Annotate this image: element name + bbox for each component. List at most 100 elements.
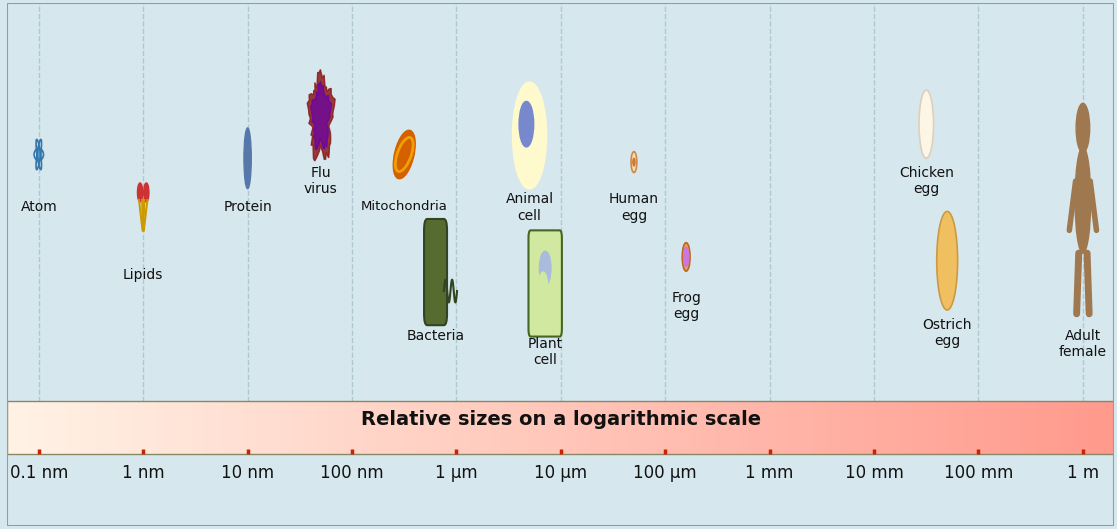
- Bar: [240, 401, 244, 454]
- Bar: [436, 401, 439, 454]
- Bar: [424, 401, 428, 454]
- Text: 10 mm: 10 mm: [844, 463, 904, 481]
- Bar: [900, 401, 904, 454]
- Bar: [269, 401, 273, 454]
- Bar: [723, 401, 727, 454]
- Bar: [306, 401, 311, 454]
- Circle shape: [633, 158, 634, 166]
- Bar: [388, 401, 391, 454]
- Bar: [668, 401, 671, 454]
- Bar: [838, 401, 841, 454]
- Text: Mitochondria: Mitochondria: [361, 200, 448, 213]
- Bar: [878, 401, 881, 454]
- Bar: [569, 401, 572, 454]
- Bar: [564, 401, 569, 454]
- Bar: [495, 401, 498, 454]
- Bar: [1056, 401, 1059, 454]
- Bar: [926, 401, 929, 454]
- Bar: [118, 401, 122, 454]
- Bar: [96, 401, 99, 454]
- Text: 100 mm: 100 mm: [944, 463, 1013, 481]
- Bar: [701, 401, 705, 454]
- Bar: [801, 401, 804, 454]
- Bar: [881, 401, 886, 454]
- Bar: [1088, 401, 1092, 454]
- Bar: [472, 401, 476, 454]
- Bar: [1059, 401, 1062, 454]
- Bar: [948, 401, 952, 454]
- Bar: [750, 401, 753, 454]
- Bar: [764, 401, 767, 454]
- Bar: [236, 401, 240, 454]
- Bar: [421, 401, 424, 454]
- Bar: [85, 401, 88, 454]
- Bar: [675, 401, 679, 454]
- Text: 10 nm: 10 nm: [221, 463, 274, 481]
- Bar: [255, 401, 258, 454]
- Bar: [993, 401, 996, 454]
- Bar: [516, 401, 521, 454]
- Bar: [966, 401, 971, 454]
- Bar: [99, 401, 104, 454]
- Bar: [162, 401, 166, 454]
- Bar: [1030, 401, 1033, 454]
- Circle shape: [144, 183, 149, 202]
- Bar: [487, 401, 490, 454]
- Text: 100 μm: 100 μm: [633, 463, 697, 481]
- Bar: [941, 401, 945, 454]
- Bar: [125, 401, 130, 454]
- Bar: [679, 401, 682, 454]
- Bar: [170, 401, 173, 454]
- Bar: [37, 401, 40, 454]
- Bar: [502, 401, 506, 454]
- Bar: [399, 401, 402, 454]
- Bar: [1096, 401, 1099, 454]
- Bar: [111, 401, 114, 454]
- Bar: [775, 401, 779, 454]
- Bar: [543, 401, 546, 454]
- Bar: [189, 401, 192, 454]
- Bar: [340, 401, 343, 454]
- Bar: [583, 401, 586, 454]
- Bar: [1051, 401, 1056, 454]
- Text: 10 μm: 10 μm: [534, 463, 588, 481]
- Bar: [623, 401, 628, 454]
- Bar: [682, 401, 686, 454]
- Bar: [841, 401, 844, 454]
- Bar: [357, 401, 362, 454]
- Circle shape: [37, 148, 40, 161]
- Bar: [697, 401, 701, 454]
- Bar: [51, 401, 56, 454]
- Bar: [29, 401, 34, 454]
- Bar: [373, 401, 376, 454]
- Bar: [1067, 401, 1070, 454]
- Polygon shape: [311, 81, 332, 150]
- Bar: [351, 401, 354, 454]
- Bar: [929, 401, 934, 454]
- Bar: [147, 401, 151, 454]
- Bar: [203, 401, 207, 454]
- Bar: [561, 401, 564, 454]
- Bar: [827, 401, 830, 454]
- Bar: [40, 401, 45, 454]
- Bar: [166, 401, 170, 454]
- Bar: [786, 401, 790, 454]
- Bar: [77, 401, 82, 454]
- Bar: [892, 401, 897, 454]
- Bar: [911, 401, 915, 454]
- Bar: [295, 401, 299, 454]
- Text: Frog
egg: Frog egg: [671, 291, 701, 321]
- Bar: [1011, 401, 1014, 454]
- Bar: [1025, 401, 1030, 454]
- Circle shape: [1076, 103, 1090, 152]
- Bar: [450, 401, 454, 454]
- Bar: [141, 401, 144, 454]
- Bar: [713, 401, 716, 454]
- Bar: [937, 401, 941, 454]
- Bar: [214, 401, 218, 454]
- Bar: [178, 401, 181, 454]
- Text: 100 nm: 100 nm: [321, 463, 384, 481]
- Bar: [303, 401, 306, 454]
- Text: Plant
cell: Plant cell: [527, 336, 563, 367]
- Bar: [210, 401, 214, 454]
